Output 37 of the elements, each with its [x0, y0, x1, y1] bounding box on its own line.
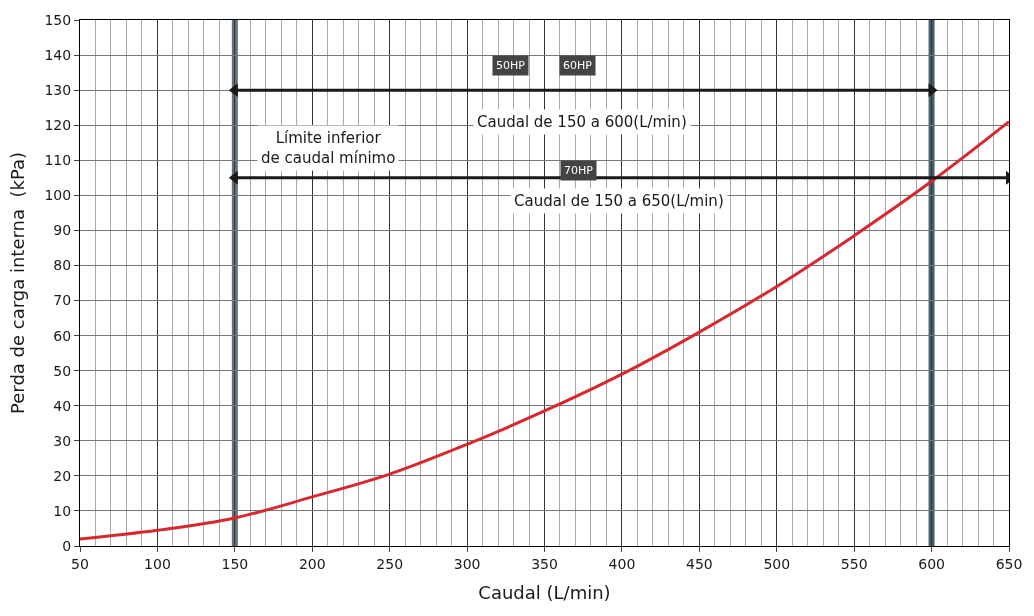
annotation: 50HP [496, 59, 526, 72]
annotation: Caudal de 150 a 600(L/min) [477, 113, 687, 131]
y-tick-label: 20 [53, 467, 72, 484]
x-tick-label: 400 [608, 555, 636, 572]
x-tick-label: 450 [685, 555, 713, 572]
x-tick-label: 100 [144, 555, 171, 572]
y-tick-label: 50 [53, 362, 72, 379]
y-tick-label: 140 [44, 46, 72, 63]
x-tick-label: 500 [763, 555, 791, 572]
y-tick-label: 40 [53, 397, 72, 414]
y-tick-label: 60 [53, 327, 72, 344]
y-tick-label: 80 [53, 257, 72, 274]
x-tick-label: 650 [995, 555, 1023, 572]
x-tick-label: 350 [531, 555, 558, 572]
y-tick-label: 110 [44, 152, 72, 169]
y-tick-label: 130 [44, 82, 72, 99]
x-tick-label: 200 [298, 555, 326, 572]
y-tick-label: 90 [53, 222, 72, 239]
annotation: Límite inferior de caudal mínimo [261, 129, 396, 167]
x-tick-label: 250 [376, 555, 404, 572]
y-tick-label: 70 [53, 292, 72, 309]
x-tick-label: 600 [918, 555, 945, 572]
annotation: 70HP [564, 164, 594, 177]
x-axis-title: Caudal (L/min) [478, 581, 611, 603]
y-tick-label: 150 [44, 11, 72, 28]
y-tick-label: 10 [53, 502, 72, 519]
x-tick-label: 300 [453, 555, 481, 572]
x-tick-label: 50 [71, 555, 89, 572]
y-tick-label: 30 [53, 432, 72, 449]
annotation: Caudal de 150 a 650(L/min) [514, 192, 724, 210]
y-tick-label: 100 [44, 187, 72, 204]
x-tick-label: 150 [221, 555, 249, 572]
y-axis-title: Perda de carga interna (kPa) [6, 151, 28, 415]
y-tick-label: 0 [62, 537, 72, 554]
annotation: 60HP [563, 59, 593, 72]
x-tick-label: 550 [840, 555, 868, 572]
y-tick-label: 120 [44, 117, 72, 134]
